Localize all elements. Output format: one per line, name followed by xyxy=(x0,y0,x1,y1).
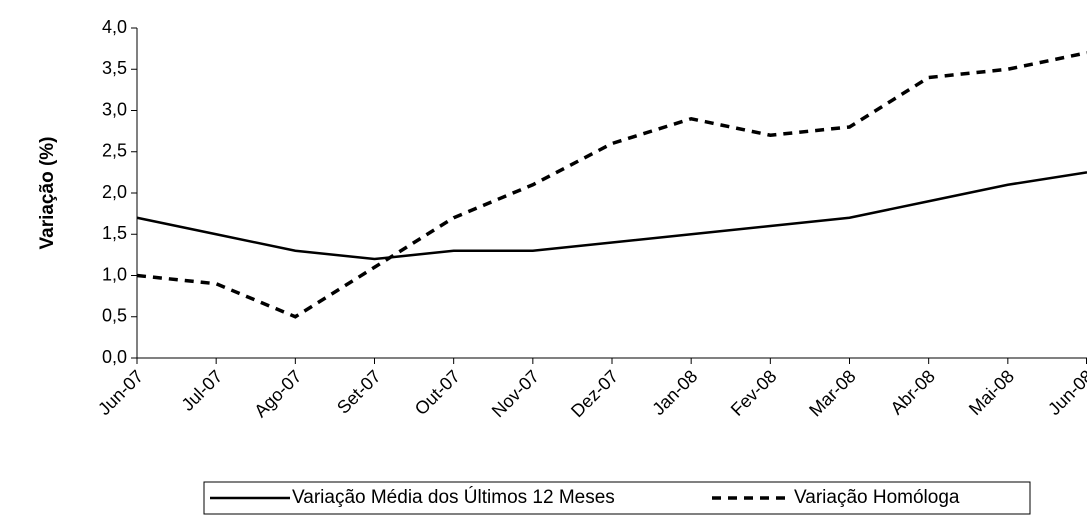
y-tick-label: 1,5 xyxy=(102,223,127,243)
x-tick-label: Abr-08 xyxy=(887,366,939,418)
y-axis-label: Variação (%) xyxy=(37,137,58,250)
x-tick-label: Jul-07 xyxy=(178,366,227,415)
y-tick-label: 4,0 xyxy=(102,17,127,37)
legend-box xyxy=(203,481,1031,515)
x-tick-label: Jun-08 xyxy=(1044,366,1087,419)
x-tick-label: Nov-07 xyxy=(488,366,543,421)
y-tick-label: 0,5 xyxy=(102,306,127,326)
y-tick-label: 3,0 xyxy=(102,99,127,119)
y-tick-label: 0,0 xyxy=(102,347,127,367)
x-tick-label: Jan-08 xyxy=(648,366,701,419)
legend-label: Variação Média dos Últimos 12 Meses xyxy=(292,486,615,508)
series-line xyxy=(136,51,1087,319)
x-tick-label: Mar-08 xyxy=(805,366,859,420)
x-tick-label: Ago-07 xyxy=(250,366,305,421)
y-tick-label: 3,5 xyxy=(102,58,127,78)
x-tick-label: Fev-08 xyxy=(727,366,781,420)
y-tick-label: 2,5 xyxy=(102,141,127,161)
series-line xyxy=(136,171,1087,261)
x-tick-label: Out-07 xyxy=(411,366,464,419)
x-tick-label: Jun-07 xyxy=(94,366,147,419)
y-tick-label: 2,0 xyxy=(102,182,127,202)
x-tick-label: Set-07 xyxy=(333,366,385,418)
x-tick-label: Dez-07 xyxy=(567,366,622,421)
legend-label: Variação Homóloga xyxy=(794,487,960,508)
x-tick-label: Mai-08 xyxy=(965,366,1018,419)
y-tick-label: 1,0 xyxy=(102,264,127,284)
